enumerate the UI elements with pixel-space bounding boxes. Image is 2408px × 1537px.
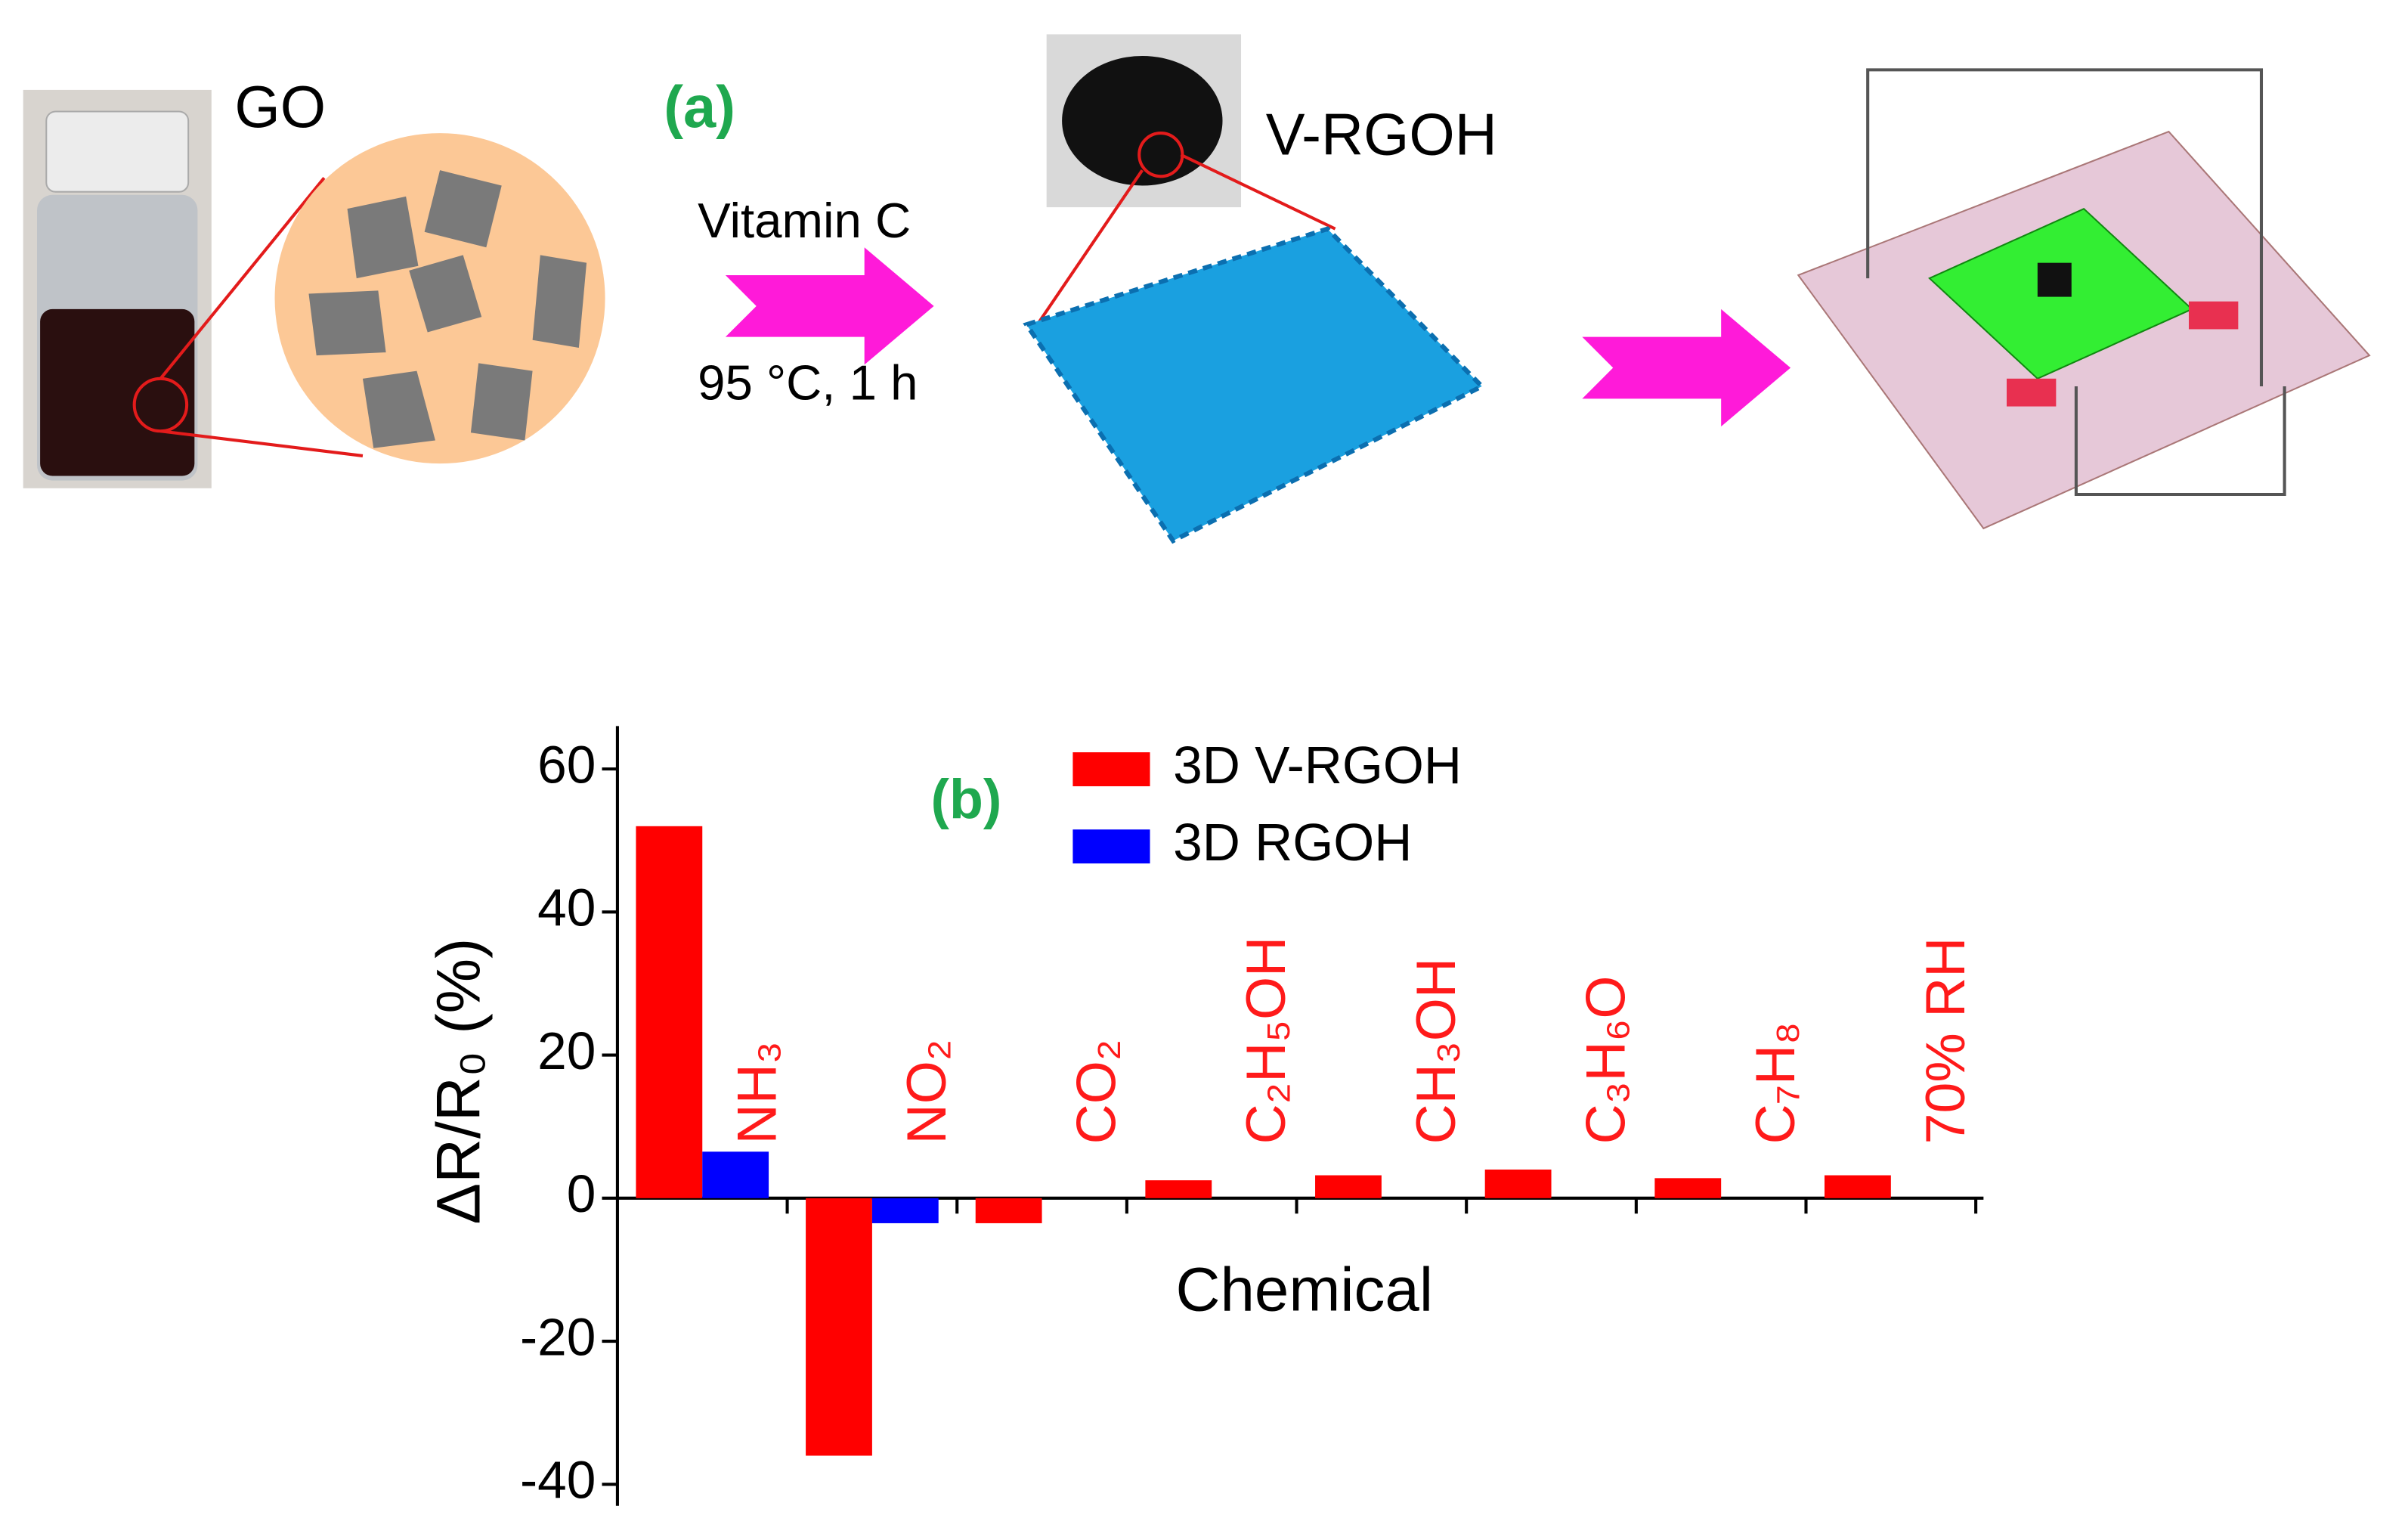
category-label: NH₃ xyxy=(725,1041,788,1144)
device-chip xyxy=(2037,262,2072,297)
category-label: CO₂ xyxy=(1065,1040,1128,1145)
step-reagent: Vitamin C xyxy=(698,193,911,248)
category-label: NO₂ xyxy=(895,1040,958,1145)
y-tick-label: 20 xyxy=(537,1021,596,1080)
product-label: V-RGOH xyxy=(1266,103,1497,168)
go-label: GO xyxy=(234,75,326,140)
vial-cap xyxy=(45,110,190,193)
category-label: 70% RH xyxy=(1914,937,1976,1145)
x-axis-label: Chemical xyxy=(1176,1255,1433,1324)
y-axis-label: ΔR/R₀ (%) xyxy=(424,938,493,1225)
bar xyxy=(1315,1175,1382,1198)
device-wire xyxy=(1866,68,2286,497)
legend-swatch xyxy=(1072,829,1150,864)
zoom-line xyxy=(1035,169,1144,326)
bar xyxy=(636,826,703,1198)
y-tick-label: -40 xyxy=(520,1451,596,1510)
arrow xyxy=(725,247,934,365)
y-tick-label: 40 xyxy=(537,879,596,937)
arrow xyxy=(1582,308,1791,427)
category-label: CH₃OH xyxy=(1404,958,1467,1144)
bar xyxy=(1145,1180,1212,1198)
bar xyxy=(702,1151,769,1198)
category-label: C₇H₈ xyxy=(1744,1021,1806,1144)
device-pad xyxy=(2007,378,2057,407)
y-tick-label: 60 xyxy=(537,735,596,794)
legend-label: 3D V-RGOH xyxy=(1173,736,1462,795)
schematic: GO (a) Vitamin C 95 °C, 1 h V-RGOH xyxy=(23,34,2371,544)
chart: (b) Chemical ΔR/R₀ (%) xyxy=(424,767,1433,1325)
category-label: C₂H₅OH xyxy=(1234,937,1297,1145)
panel-label: (b) xyxy=(931,767,1002,830)
vial-liquid xyxy=(40,308,195,476)
legend-swatch xyxy=(1072,752,1150,786)
bar xyxy=(1484,1169,1552,1198)
y-tick-label: -20 xyxy=(520,1307,596,1366)
legend-label: 3D RGOH xyxy=(1173,813,1412,872)
zoom-line xyxy=(159,177,326,380)
bar xyxy=(806,1198,872,1456)
zoom-line xyxy=(1180,153,1336,231)
zoom-line xyxy=(160,429,364,457)
device-pad xyxy=(2188,301,2239,330)
lattice xyxy=(1023,226,1486,544)
category-label: C₃H₆O xyxy=(1574,975,1637,1144)
bar xyxy=(975,1198,1042,1223)
bar xyxy=(1825,1175,1891,1198)
y-tick-label: 0 xyxy=(567,1164,596,1223)
panel-label: (a) xyxy=(664,75,735,140)
go-flakes xyxy=(308,170,587,448)
step-condition: 95 °C, 1 h xyxy=(698,355,918,410)
bar xyxy=(871,1198,939,1223)
bar xyxy=(1654,1178,1722,1198)
